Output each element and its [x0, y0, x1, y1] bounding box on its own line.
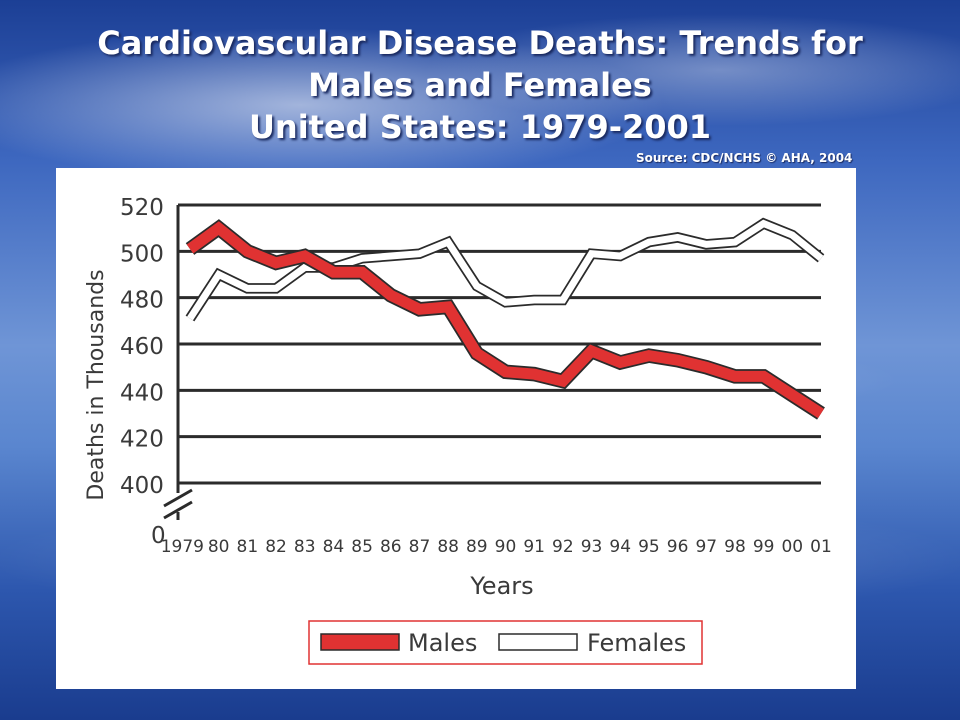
- legend: Males Females: [308, 620, 703, 665]
- y-tick-label: 400: [120, 473, 164, 499]
- x-tick-label: 95: [638, 537, 660, 557]
- x-tick-label: 93: [581, 537, 603, 557]
- x-tick-label: 98: [724, 537, 746, 557]
- x-tick-label: 84: [323, 537, 345, 557]
- x-tick-label: 83: [294, 537, 316, 557]
- x-tick-label: 85: [351, 537, 373, 557]
- x-tick-label: 90: [495, 537, 517, 557]
- title-line-2: Males and Females: [308, 66, 652, 104]
- legend-label-males: Males: [408, 629, 477, 657]
- x-tick-label: 82: [265, 537, 287, 557]
- legend-swatch-females: [498, 633, 578, 651]
- series-line-males: [186, 221, 824, 419]
- slide-title: Cardiovascular Disease Deaths: Trends fo…: [0, 22, 960, 148]
- x-tick-label: 1979: [161, 537, 204, 557]
- chart-panel: 520 500 480 460 440 420 400 0 1979 80 81 82 83 84 85 8…: [56, 168, 856, 689]
- y-tick-label: 460: [120, 334, 164, 360]
- line-chart: 520 500 480 460 440 420 400 0 1979 80 81 82 83 84 85 8…: [84, 195, 832, 665]
- x-tick-label: 89: [466, 537, 488, 557]
- legend-swatch-males: [320, 633, 400, 651]
- y-axis-label: Deaths in Thousands: [84, 269, 109, 500]
- y-tick-label-zero: 0: [151, 523, 166, 549]
- title-line-1: Cardiovascular Disease Deaths: Trends fo…: [97, 24, 863, 62]
- y-tick-label: 420: [120, 427, 164, 453]
- x-tick-label: 00: [781, 537, 803, 557]
- series-lines: [185, 217, 825, 420]
- y-tick-labels: 520 500 480 460 440 420 400 0: [120, 195, 166, 549]
- series-males: [185, 219, 825, 420]
- y-tick-label: 440: [120, 380, 164, 406]
- x-tick-label: 80: [208, 537, 230, 557]
- axis-break-mark-1: [163, 488, 193, 508]
- y-tick-label: 520: [120, 195, 164, 221]
- title-line-3: United States: 1979-2001: [248, 108, 712, 146]
- x-tick-label: 94: [609, 537, 631, 557]
- x-tick-labels: 1979 80 81 82 83 84 85 86 87 88 89 90 91 92 93 94 95 96 97…: [161, 537, 832, 557]
- x-tick-label: 01: [810, 537, 832, 557]
- x-tick-label: 87: [409, 537, 431, 557]
- x-axis-label: Years: [469, 572, 533, 600]
- x-tick-label: 81: [237, 537, 259, 557]
- axis-break-mark-2: [163, 500, 193, 520]
- series-line-females: [187, 219, 824, 321]
- x-tick-label: 97: [695, 537, 717, 557]
- series-females: [185, 217, 825, 322]
- x-tick-label: 96: [667, 537, 689, 557]
- x-tick-label: 88: [437, 537, 459, 557]
- x-tick-label: 99: [753, 537, 775, 557]
- x-tick-label: 91: [523, 537, 545, 557]
- y-tick-label: 480: [120, 288, 164, 314]
- source-note: Source: CDC/NCHS © AHA, 2004: [636, 151, 853, 165]
- x-tick-label: 86: [380, 537, 402, 557]
- legend-label-females: Females: [587, 629, 686, 657]
- y-tick-label: 500: [120, 241, 164, 267]
- x-tick-label: 92: [552, 537, 574, 557]
